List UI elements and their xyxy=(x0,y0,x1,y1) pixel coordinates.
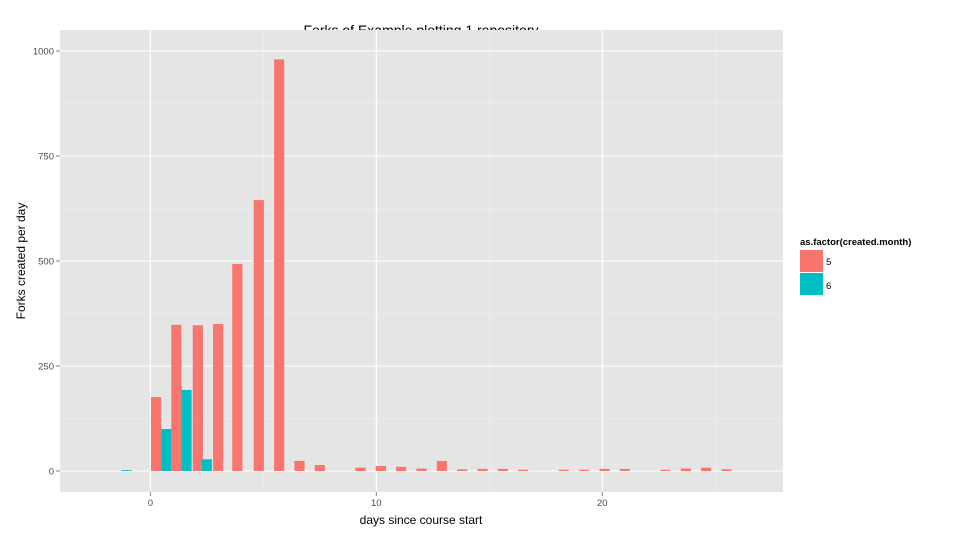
bar-series-5 xyxy=(436,460,447,471)
bar-series-5 xyxy=(721,469,732,471)
bar-series-5 xyxy=(375,465,386,471)
legend-key-6 xyxy=(800,273,823,295)
x-tick-label: 20 xyxy=(597,498,608,509)
bar-series-5 xyxy=(355,467,366,471)
y-axis-ticks: 0 250 500 750 1000 xyxy=(33,47,60,478)
bar-series-5 xyxy=(294,460,305,471)
legend-label-5: 5 xyxy=(826,257,831,268)
bar-series-5 xyxy=(599,468,610,471)
bar-series-5 xyxy=(192,325,203,471)
bar-series-5 xyxy=(274,59,285,472)
y-axis-title: Forks created per day xyxy=(14,203,28,320)
legend-title: as.factor(created.month) xyxy=(800,237,911,248)
bar-series-5 xyxy=(213,324,224,471)
bar-series-6 xyxy=(161,429,172,471)
x-axis-ticks: 0 10 20 xyxy=(148,492,608,509)
bar-series-5 xyxy=(680,468,691,471)
bar-series-5 xyxy=(150,397,162,471)
x-axis-title: days since course start xyxy=(360,513,483,527)
bar-series-5 xyxy=(518,469,529,471)
bar-series-5 xyxy=(619,468,630,471)
bar-series-5 xyxy=(660,469,671,471)
bar-series-5 xyxy=(171,324,182,471)
y-tick-label: 1000 xyxy=(33,47,54,58)
bar-series-5 xyxy=(497,468,508,471)
bar-series-5 xyxy=(558,469,569,471)
legend: as.factor(created.month) 5 6 xyxy=(800,237,911,295)
legend-key-5 xyxy=(800,250,823,272)
bar-series-5 xyxy=(253,200,264,471)
bar-series-5 xyxy=(416,468,427,471)
bar-series-5 xyxy=(457,469,468,471)
y-tick-label: 0 xyxy=(49,467,54,478)
bar-series-5 xyxy=(314,465,325,471)
bar-series-6 xyxy=(201,459,212,471)
bar-series-6 xyxy=(121,470,132,471)
bars xyxy=(121,59,732,472)
x-tick-label: 0 xyxy=(148,498,153,509)
y-tick-label: 750 xyxy=(38,152,54,163)
bar-series-6 xyxy=(181,389,192,471)
bar-series-5 xyxy=(477,468,488,471)
bar-series-5 xyxy=(232,263,243,471)
x-tick-label: 10 xyxy=(371,498,382,509)
bar-series-5 xyxy=(701,467,712,471)
y-tick-label: 250 xyxy=(38,362,54,373)
y-tick-label: 500 xyxy=(38,257,54,268)
bar-series-5 xyxy=(579,469,590,471)
legend-label-6: 6 xyxy=(826,281,831,292)
bar-series-5 xyxy=(396,466,407,471)
